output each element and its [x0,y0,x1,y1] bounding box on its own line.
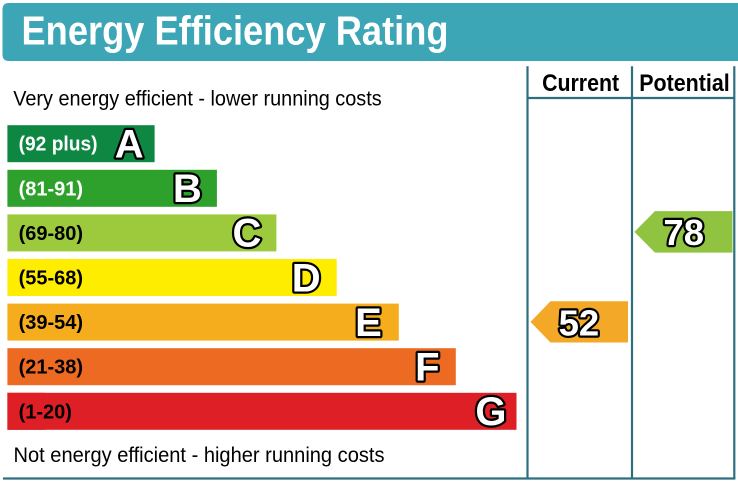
svg-text:Not energy efficient - higher: Not energy efficient - higher running co… [14,443,385,467]
svg-text:Energy Efficiency Rating: Energy Efficiency Rating [22,7,449,53]
svg-text:G: G [475,390,506,434]
svg-text:(81-91): (81-91) [19,178,83,200]
svg-text:52: 52 [559,302,600,343]
svg-text:C: C [233,212,262,256]
svg-text:(1-20): (1-20) [19,401,72,423]
svg-text:Current: Current [542,70,619,97]
svg-text:(92 plus): (92 plus) [19,134,98,156]
svg-text:E: E [355,301,382,345]
svg-text:(55-68): (55-68) [19,268,83,290]
svg-text:78: 78 [663,212,704,253]
svg-text:A: A [115,123,144,167]
svg-text:Very energy efficient - lower: Very energy efficient - lower running co… [13,86,382,110]
svg-text:(69-80): (69-80) [19,223,83,245]
svg-text:Potential: Potential [639,70,730,97]
svg-text:(21-38): (21-38) [19,357,83,379]
svg-text:F: F [415,346,439,390]
svg-text:B: B [173,167,202,211]
svg-text:(39-54): (39-54) [19,312,83,334]
svg-text:D: D [292,256,321,300]
